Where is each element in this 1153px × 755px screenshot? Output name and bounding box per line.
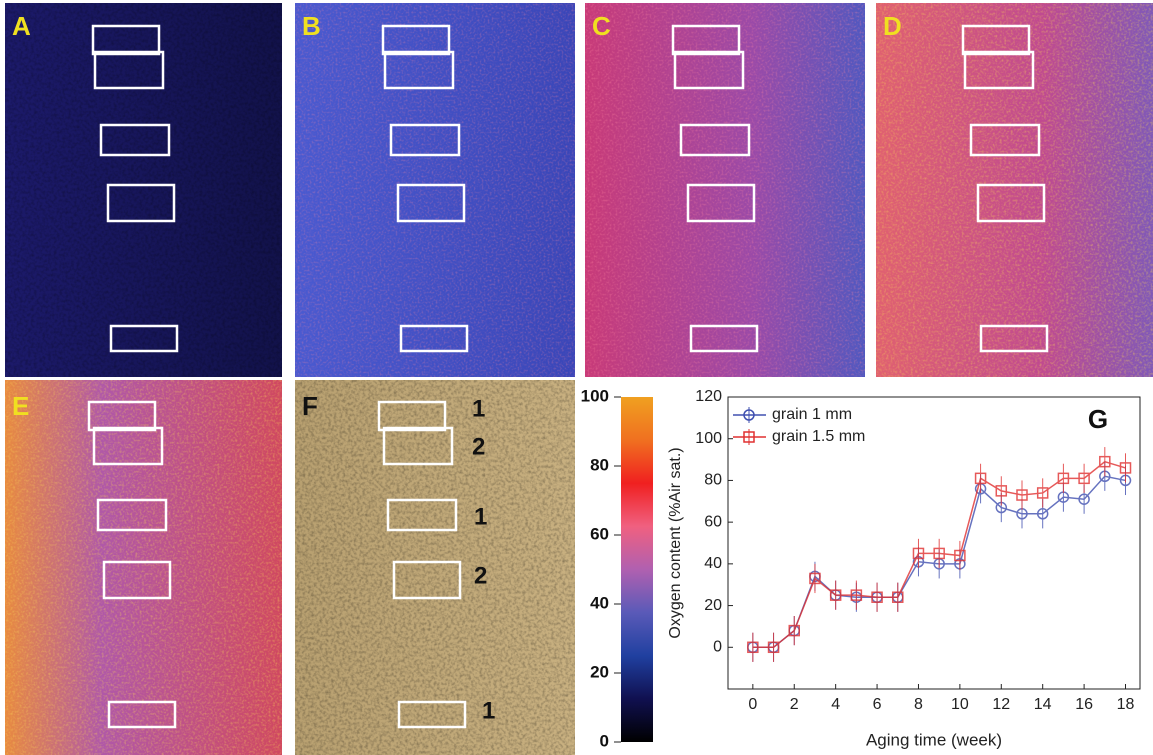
x-tick-label: 2 (790, 696, 799, 713)
panel-label: C (592, 11, 611, 41)
y-tick-label: 40 (704, 555, 722, 572)
panel-label: D (883, 11, 902, 41)
colorbar-tick-label: 100 (581, 386, 609, 405)
colorbar-tick-label: 20 (590, 662, 609, 681)
x-axis-label: Aging time (week) (866, 730, 1002, 749)
panel-label: E (12, 391, 29, 421)
panel-texture (295, 3, 575, 377)
y-tick-label: 100 (695, 430, 722, 447)
x-tick-label: 8 (914, 696, 923, 713)
x-tick-label: 18 (1117, 696, 1135, 713)
colorbar-tick-label: 0 (600, 731, 609, 750)
x-tick-label: 6 (873, 696, 882, 713)
legend-label: grain 1.5 mm (772, 428, 865, 445)
colorbar (621, 397, 653, 742)
figure: A B C D E F 1 2 1 2 1 G Aging time (week… (0, 0, 1153, 755)
x-tick-label: 0 (748, 696, 757, 713)
panel-label: B (302, 11, 321, 41)
colorbar-tick-label: 60 (590, 524, 609, 543)
y-tick-label: 120 (695, 388, 722, 405)
y-axis-label: Oxygen content (%Air sat.) (667, 447, 684, 638)
panel-texture (295, 380, 575, 755)
y-tick-label: 60 (704, 513, 722, 530)
region-label: 2 (474, 562, 487, 589)
panel-texture (585, 3, 865, 377)
x-tick-label: 10 (951, 696, 969, 713)
colorbar-tick-label: 40 (590, 593, 609, 612)
colorbar-tick-label: 80 (590, 455, 609, 474)
x-tick-label: 12 (992, 696, 1010, 713)
panel-label: A (12, 11, 31, 41)
region-label: 2 (472, 433, 485, 460)
panel-texture (876, 3, 1153, 377)
region-label: 1 (482, 697, 495, 724)
legend-label: grain 1 mm (772, 406, 852, 423)
x-tick-label: 16 (1075, 696, 1093, 713)
y-tick-label: 20 (704, 597, 722, 614)
panel-texture (5, 3, 282, 377)
panel-label: F (302, 391, 318, 421)
panel-texture (5, 380, 282, 755)
region-label: 1 (474, 503, 487, 530)
region-label: 1 (472, 395, 485, 422)
y-tick-label: 80 (704, 472, 722, 489)
x-tick-label: 14 (1034, 696, 1052, 713)
panel-label: G (1088, 404, 1108, 434)
x-tick-label: 4 (831, 696, 840, 713)
y-tick-label: 0 (713, 639, 722, 656)
